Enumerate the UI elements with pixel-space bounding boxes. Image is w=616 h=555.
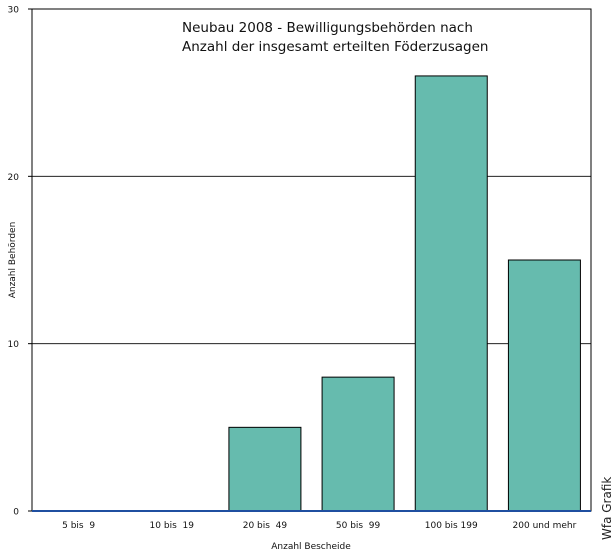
bars [228,75,581,512]
y-tick-label: 0 [13,508,19,518]
y-tick-label: 10 [8,340,20,350]
x-tick-label: 5 bis 9 [62,521,95,531]
x-tick-label: 100 bis 199 [425,521,478,531]
chart-title-line-1: Neubau 2008 - Bewilligungsbehörden nach [182,20,473,36]
bar [414,75,488,512]
bar [228,426,302,512]
credit-label: Wfa Grafik [600,476,614,540]
x-tick-label: 200 und mehr [513,521,577,531]
y-tick-label: 30 [8,6,20,16]
x-tick-label: 20 bis 49 [243,521,288,531]
plot-area [31,8,592,512]
x-axis-label: Anzahl Bescheide [271,542,351,552]
grid-lines [32,175,591,345]
x-tick-label: 10 bis 19 [150,521,195,531]
bar [507,259,581,512]
x-tick-labels: 5 bis 9 10 bis 19 20 bis 49 50 bis 99 100 bi… [62,521,576,531]
y-tick-labels: 0 10 20 30 [8,6,32,518]
y-tick-label: 20 [8,173,20,183]
y-axis-label: Anzahl Behörden [8,222,18,299]
x-tick-label: 50 bis 99 [336,521,381,531]
chart-title-line-2: Anzahl der insgesamt erteilten Föderzusa… [182,39,489,55]
bar [321,376,395,512]
